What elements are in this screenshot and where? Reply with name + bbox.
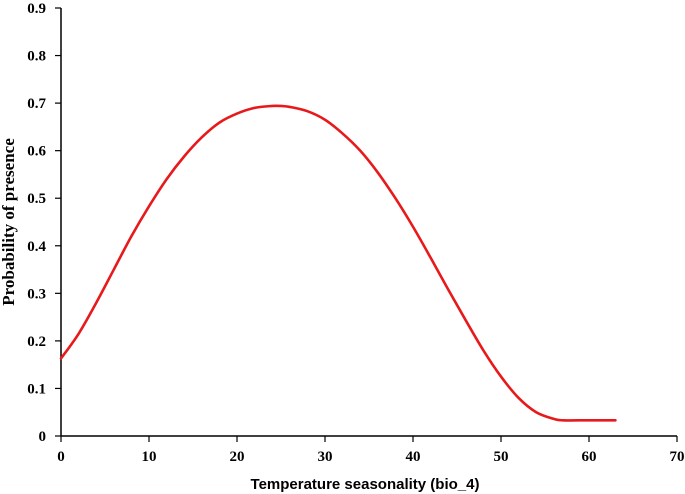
x-ticks: 0 10 20 30 40 50 60 70 [57, 436, 685, 465]
y-tick-label: 0.2 [27, 334, 46, 350]
x-tick-label: 50 [494, 449, 509, 465]
y-tick-label: 0.3 [27, 286, 46, 302]
x-tick-label: 20 [230, 449, 245, 465]
x-tick-label: 0 [57, 449, 65, 465]
x-tick-label: 40 [406, 449, 421, 465]
plot-area: 0 10 20 30 40 50 60 70 0 0.1 0.2 0.3 0.4 0.5 0.6 0.7 0.… [27, 1, 684, 465]
x-tick-label: 60 [582, 449, 597, 465]
series-layer [59, 104, 617, 422]
y-ticks: 0 0.1 0.2 0.3 0.4 0.5 0.6 0.7 0.8 0.9 [27, 1, 61, 445]
y-axis-title: Probability of presence [0, 138, 18, 306]
y-tick-label: 0 [39, 429, 47, 445]
x-axis-title: Temperature seasonality (bio_4) [251, 476, 480, 493]
y-tick-label: 0.5 [27, 191, 46, 207]
y-tick-label: 0.4 [27, 239, 46, 255]
y-tick-label: 0.8 [27, 49, 46, 65]
y-tick-label: 0.7 [27, 96, 46, 112]
x-tick-label: 10 [142, 449, 157, 465]
x-tick-label: 30 [318, 449, 333, 465]
y-tick-label: 0.9 [27, 1, 46, 17]
x-tick-label: 70 [670, 449, 685, 465]
response-curve-line [59, 104, 617, 422]
y-tick-label: 0.1 [27, 381, 46, 397]
y-tick-label: 0.6 [27, 144, 46, 160]
